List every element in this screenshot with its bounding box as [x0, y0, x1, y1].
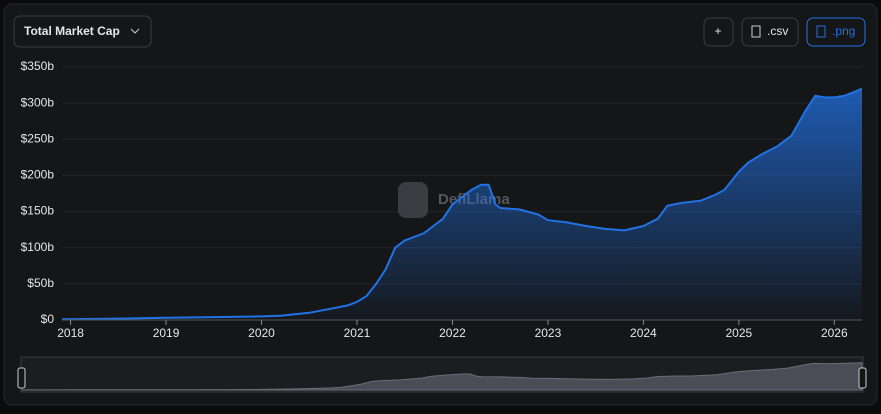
- area-fill: [62, 88, 862, 320]
- y-tick-label: $300b: [21, 95, 55, 109]
- y-tick-label: $200b: [21, 168, 55, 182]
- button-label[interactable]: .png: [832, 24, 855, 38]
- y-tick-label: $100b: [21, 240, 55, 254]
- csv-button[interactable]: .csv: [741, 17, 799, 47]
- brush-handle[interactable]: [858, 367, 867, 389]
- brush-handle[interactable]: [17, 367, 26, 389]
- x-tick-label: 2022: [439, 326, 466, 340]
- dropdown[interactable]: Total Market Cap: [13, 15, 152, 48]
- add-button[interactable]: +: [703, 17, 734, 47]
- y-tick-label: $50b: [27, 276, 54, 290]
- watermark-logo: [398, 182, 428, 218]
- x-tick-label: 2026: [821, 326, 848, 340]
- y-tick-label: $150b: [21, 204, 55, 218]
- button-label[interactable]: +: [714, 24, 721, 38]
- dropdown-label[interactable]: Total Market Cap: [24, 24, 120, 38]
- x-tick-label: 2019: [153, 326, 180, 340]
- y-tick-label: $0: [41, 312, 55, 326]
- png-button[interactable]: .png: [806, 17, 866, 47]
- button-label[interactable]: .csv: [767, 24, 788, 38]
- x-tick-label: 2024: [630, 326, 657, 340]
- x-tick-label: 2023: [535, 326, 562, 340]
- brush-area: [21, 362, 863, 391]
- area-line: [61, 87, 863, 321]
- x-tick-label: 2018: [57, 326, 84, 340]
- y-tick-label: $350b: [21, 59, 55, 73]
- x-tick-label: 2020: [248, 326, 275, 340]
- x-tick-label: 2025: [725, 326, 752, 340]
- y-tick-label: $250b: [21, 131, 55, 145]
- x-tick-label: 2021: [344, 326, 371, 340]
